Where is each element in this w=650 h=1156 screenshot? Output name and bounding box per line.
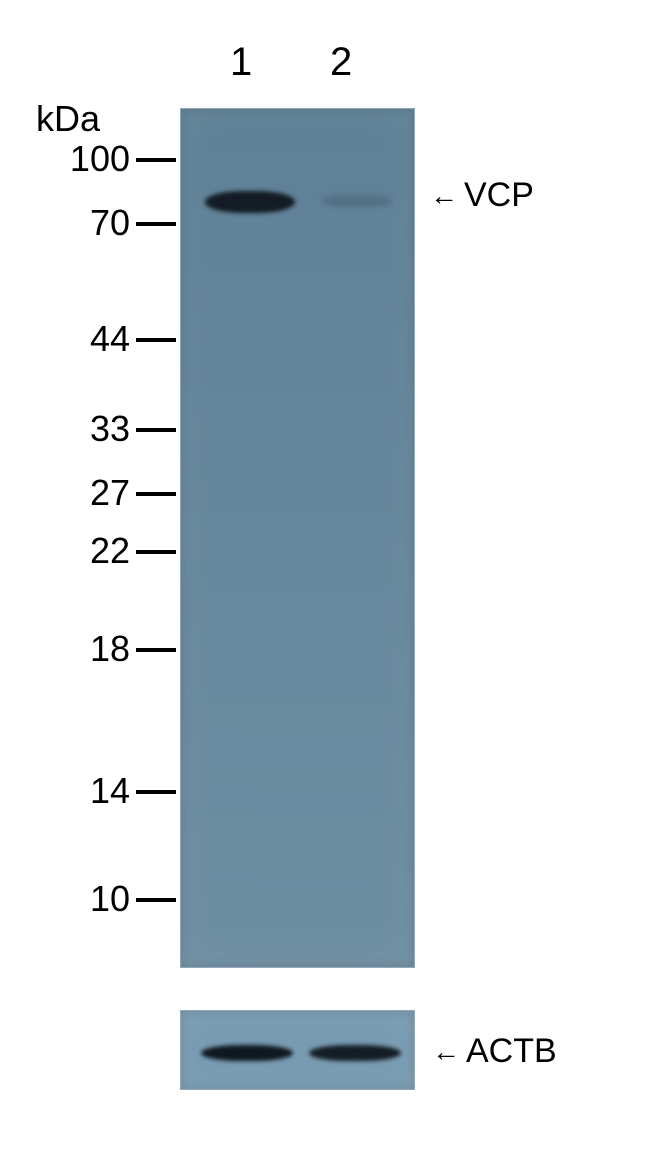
mw-marker-label: 10 (50, 878, 130, 920)
mw-marker-tick (136, 790, 176, 794)
mw-marker-label: 44 (50, 318, 130, 360)
mw-marker-tick (136, 492, 176, 496)
band-annotation-vcp: ←VCP (430, 176, 534, 215)
mw-marker-tick (136, 338, 176, 342)
mw-marker-tick (136, 428, 176, 432)
band-annotation-label: ACTB (466, 1032, 557, 1071)
arrow-left-icon: ← (432, 1038, 460, 1066)
mw-marker-label: 100 (50, 138, 130, 180)
mw-marker-tick (136, 898, 176, 902)
mw-marker-tick (136, 222, 176, 226)
protein-band (205, 191, 295, 213)
western-blot-figure: kDa 1007044332722181410 12 ←VCP←ACTB (0, 0, 650, 1156)
lane-label: 2 (330, 40, 352, 85)
lane-label: 1 (230, 40, 252, 85)
mw-marker-tick (136, 550, 176, 554)
mw-marker-label: 27 (50, 472, 130, 514)
axis-title-kda: kDa (36, 98, 100, 140)
mw-marker-tick (136, 648, 176, 652)
mw-marker-label: 33 (50, 408, 130, 450)
loading-control-membrane (180, 1010, 415, 1090)
band-annotation-label: VCP (464, 176, 534, 215)
protein-band (309, 1045, 401, 1061)
protein-band (201, 1045, 293, 1061)
mw-marker-label: 22 (50, 530, 130, 572)
main-blot-membrane (180, 108, 415, 968)
mw-marker-label: 70 (50, 202, 130, 244)
band-annotation-actb: ←ACTB (432, 1032, 557, 1071)
protein-band (321, 195, 393, 207)
mw-marker-tick (136, 158, 176, 162)
mw-marker-label: 14 (50, 770, 130, 812)
mw-marker-label: 18 (50, 628, 130, 670)
arrow-left-icon: ← (430, 182, 458, 210)
